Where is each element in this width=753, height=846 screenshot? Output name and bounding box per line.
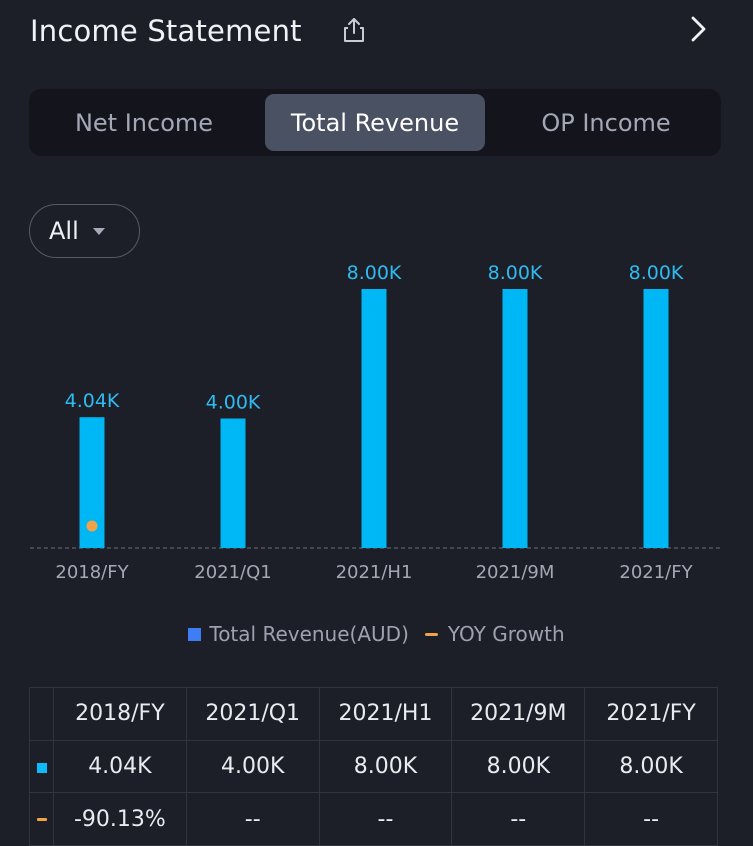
x-tick-label: 2021/9M bbox=[476, 562, 555, 583]
x-tick-label: 2021/FY bbox=[619, 562, 693, 583]
legend-yoy-swatch bbox=[424, 632, 438, 636]
tab-op-income[interactable]: OP Income bbox=[541, 108, 671, 137]
yoy-row-marker bbox=[29, 792, 54, 846]
table-cell: 4.04K bbox=[53, 739, 187, 794]
bar-value-label: 8.00K bbox=[629, 262, 684, 284]
page-title: Income Statement bbox=[30, 14, 302, 48]
table-row-yoy: -90.13% -- -- -- -- bbox=[29, 792, 718, 846]
tab-total-revenue[interactable]: Total Revenue bbox=[265, 94, 485, 151]
data-table: 2018/FY 2021/Q1 2021/H1 2021/9M 2021/FY … bbox=[29, 687, 718, 846]
bar-2021-q1[interactable] bbox=[220, 418, 246, 549]
table-header-row: 2018/FY 2021/Q1 2021/H1 2021/9M 2021/FY bbox=[29, 687, 718, 741]
header: Income Statement bbox=[0, 0, 753, 70]
revenue-square-icon bbox=[36, 762, 47, 773]
x-tick-label: 2021/H1 bbox=[336, 562, 413, 583]
legend-revenue-swatch bbox=[188, 627, 202, 641]
table-cell: 8.00K bbox=[584, 739, 718, 794]
bar-2021-h1[interactable] bbox=[361, 289, 387, 548]
chart-legend: Total Revenue(AUD) YOY Growth bbox=[0, 618, 753, 650]
x-tick-label: 2018/FY bbox=[55, 562, 129, 583]
chevron-right-icon[interactable] bbox=[686, 14, 712, 44]
bar-2021-9m[interactable] bbox=[502, 289, 528, 548]
table-header-cell: 2021/Q1 bbox=[185, 687, 320, 741]
revenue-row-marker bbox=[29, 739, 54, 794]
table-header-cell: 2018/FY bbox=[53, 687, 187, 741]
yoy-dash-icon bbox=[36, 818, 47, 822]
table-cell: -90.13% bbox=[53, 792, 187, 846]
table-cell: -- bbox=[584, 792, 718, 846]
yoy-growth-point[interactable] bbox=[86, 520, 98, 532]
table-cell: 8.00K bbox=[318, 739, 453, 794]
share-icon[interactable] bbox=[340, 16, 368, 44]
metric-tabs: Net Income Total Revenue OP Income bbox=[29, 89, 721, 156]
bar-value-label: 8.00K bbox=[347, 262, 402, 284]
period-filter-label: All bbox=[49, 217, 79, 245]
table-cell: 8.00K bbox=[451, 739, 586, 794]
table-header-cell: 2021/9M bbox=[451, 687, 586, 741]
table-cell: -- bbox=[318, 792, 453, 846]
table-cell: 4.00K bbox=[185, 739, 320, 794]
tab-net-income[interactable]: Net Income bbox=[74, 108, 214, 137]
legend-revenue-label: Total Revenue(AUD) bbox=[209, 622, 409, 646]
legend-item-yoy[interactable]: YOY Growth bbox=[424, 622, 565, 646]
legend-item-revenue[interactable]: Total Revenue(AUD) bbox=[188, 622, 409, 646]
bar-value-label: 4.04K bbox=[65, 390, 120, 412]
bar-value-label: 4.00K bbox=[206, 392, 261, 414]
table-cell: -- bbox=[451, 792, 586, 846]
x-tick-label: 2021/Q1 bbox=[194, 562, 272, 583]
period-filter-dropdown[interactable]: All bbox=[29, 204, 140, 258]
legend-yoy-label: YOY Growth bbox=[447, 622, 565, 646]
table-corner-cell bbox=[29, 687, 54, 741]
caret-down-icon bbox=[92, 227, 105, 235]
table-row-revenue: 4.04K 4.00K 8.00K 8.00K 8.00K bbox=[29, 739, 718, 794]
bar-2021-fy[interactable] bbox=[643, 289, 669, 548]
revenue-bar-chart: 4.04K 2018/FY 4.00K 2021/Q1 8.00K 2021/H1 8.00… bbox=[30, 262, 722, 583]
table-header-cell: 2021/FY bbox=[584, 687, 718, 741]
bar-value-label: 8.00K bbox=[488, 262, 543, 284]
table-cell: -- bbox=[185, 792, 320, 846]
table-header-cell: 2021/H1 bbox=[318, 687, 453, 741]
